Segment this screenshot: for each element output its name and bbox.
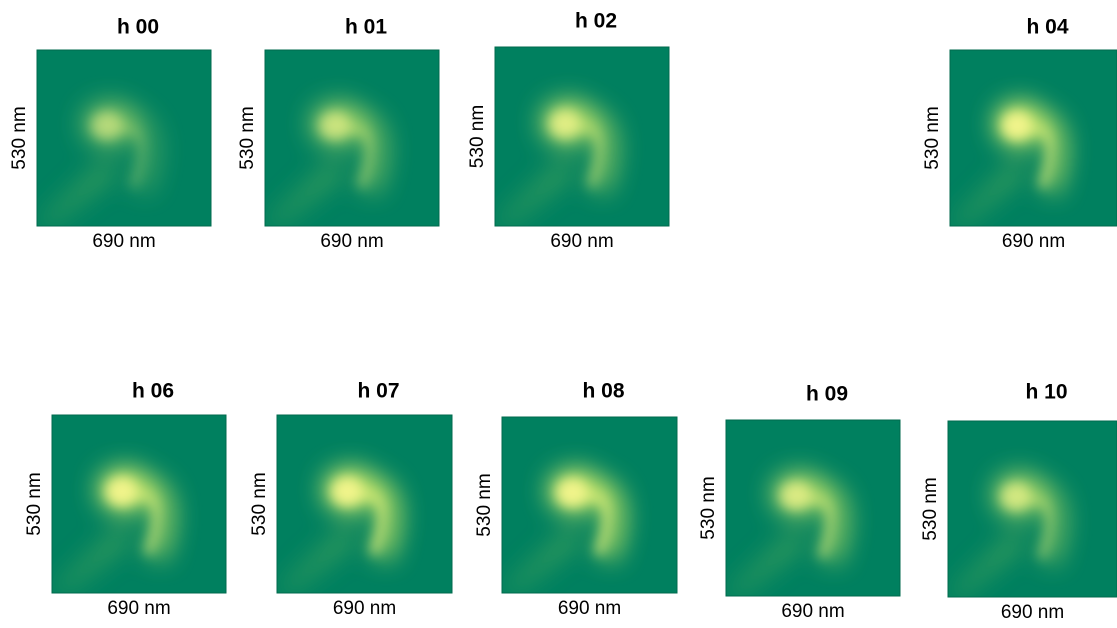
y-axis-label: 530 nm [698,476,719,539]
panel-title: h 08 [582,380,624,403]
density-plot [277,415,452,593]
y-axis-label: 530 nm [467,105,488,168]
panel: h 06 690 nm 530 nm [24,380,226,619]
density-plot [37,50,211,226]
panel: h 01 690 nm 530 nm [237,16,439,252]
y-axis-label: 530 nm [474,473,495,536]
panel: h 00 690 nm 530 nm [9,16,211,252]
x-axis-label: 690 nm [558,598,621,619]
density-plot [950,50,1117,226]
density-plot [495,47,669,226]
x-axis-label: 690 nm [107,598,170,619]
y-axis-label: 530 nm [922,106,943,169]
panel-title: h 04 [1026,16,1068,39]
panel: h 02 690 nm 530 nm [467,10,669,252]
density-plot [502,417,677,593]
panel: h 10 690 nm 530 nm [920,381,1117,623]
panel-title: h 09 [806,383,848,406]
x-axis-label: 690 nm [333,598,396,619]
x-axis-label: 690 nm [92,231,155,252]
panel: h 09 690 nm 530 nm [698,383,900,622]
x-axis-label: 690 nm [1002,231,1065,252]
density-plot [52,415,226,593]
y-axis-label: 530 nm [9,106,30,169]
panel: h 04 690 nm 530 nm [922,16,1117,252]
x-axis-label: 690 nm [1001,602,1064,623]
panel-title: h 07 [357,380,399,403]
y-axis-label: 530 nm [237,106,258,169]
y-axis-label: 530 nm [24,472,45,535]
panel: h 07 690 nm 530 nm [249,380,452,619]
x-axis-label: 690 nm [550,231,613,252]
panel-title: h 10 [1025,381,1067,404]
density-plot [948,421,1117,597]
panel: h 08 690 nm 530 nm [474,380,677,619]
y-axis-label: 530 nm [249,472,270,535]
panel-title: h 02 [575,10,617,33]
density-plot [265,50,439,226]
panel-title: h 00 [117,16,159,39]
x-axis-label: 690 nm [781,601,844,622]
x-axis-label: 690 nm [320,231,383,252]
y-axis-label: 530 nm [920,477,941,540]
panel-title: h 01 [345,16,387,39]
density-plot [726,420,900,596]
figure: h 00 690 nm 530 nm h 01 690 nm 530 nm h 02 690 … [0,0,1117,623]
panel-title: h 06 [132,380,174,403]
